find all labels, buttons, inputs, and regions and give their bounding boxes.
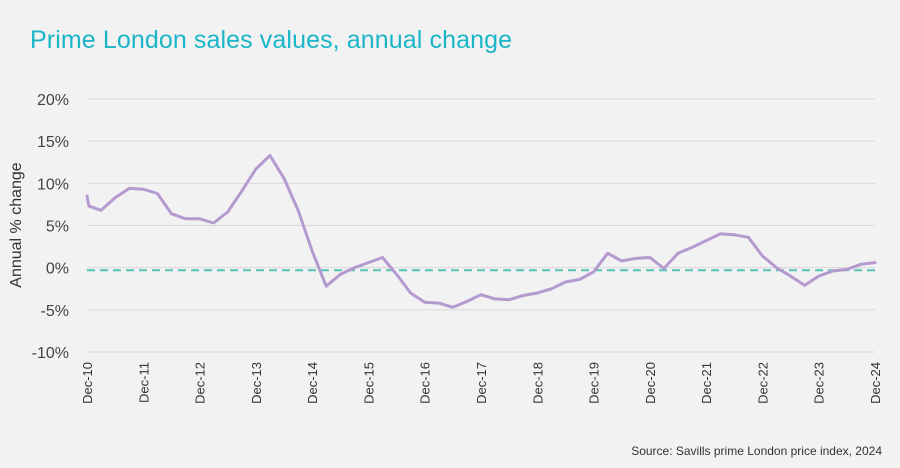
- y-axis-label: Annual % change: [8, 162, 25, 288]
- x-tick-label: Dec-24: [868, 362, 883, 404]
- x-tick-label: Dec-15: [361, 362, 376, 404]
- x-tick-label: Dec-19: [587, 362, 602, 404]
- y-tick-label: 0%: [46, 261, 69, 278]
- y-tick-label: -5%: [41, 303, 69, 320]
- x-tick-label: Dec-13: [249, 362, 264, 404]
- chart-title: Prime London sales values, annual change: [30, 26, 513, 54]
- y-tick-label: 15%: [37, 134, 69, 151]
- x-tick-label: Dec-22: [755, 362, 770, 404]
- x-tick-label: Dec-20: [643, 362, 658, 404]
- x-tick-label: Dec-17: [474, 362, 489, 404]
- x-tick-label: Dec-11: [136, 362, 151, 403]
- x-tick-label: Dec-21: [699, 362, 714, 404]
- y-axis-ticks: 20% 15% 10% 5% 0% -5% -10%: [32, 92, 69, 362]
- x-tick-label: Dec-23: [812, 362, 827, 404]
- y-tick-label: 10%: [37, 176, 69, 193]
- x-tick-label: Dec-18: [530, 362, 545, 404]
- x-tick-label: Dec-12: [193, 362, 208, 404]
- x-axis-ticks: Dec-10 Dec-11 Dec-12 Dec-13 Dec-14 Dec-15 Dec-…: [80, 362, 883, 404]
- y-tick-label: 20%: [37, 92, 69, 109]
- x-tick-label: Dec-16: [418, 362, 433, 404]
- series-line: [85, 154, 877, 309]
- x-tick-label: Dec-10: [80, 362, 95, 404]
- y-tick-label: 5%: [46, 219, 69, 236]
- y-tick-label: -10%: [32, 345, 69, 362]
- x-tick-label: Dec-14: [305, 362, 320, 404]
- source-note: Source: Savills prime London price index…: [631, 444, 882, 458]
- gridlines: [87, 98, 875, 353]
